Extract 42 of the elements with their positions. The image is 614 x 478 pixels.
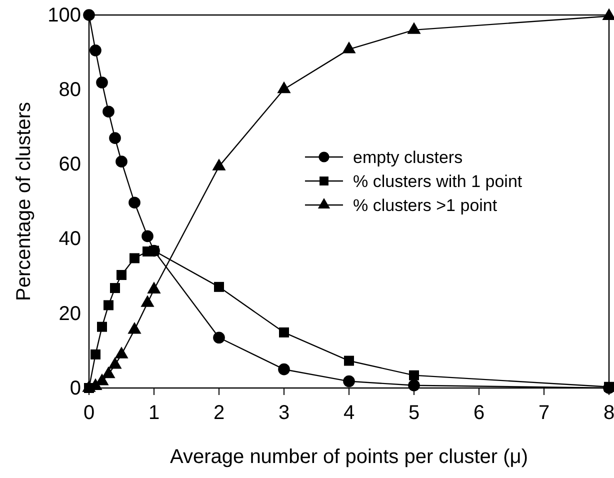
y-tick-label: 20 xyxy=(58,302,81,325)
point xyxy=(142,230,154,242)
point xyxy=(279,327,289,338)
y-tick-label: 0 xyxy=(70,377,81,400)
x-tick-label: 5 xyxy=(408,402,420,424)
point xyxy=(116,156,128,168)
point xyxy=(102,106,114,118)
x-axis-title: Average number of points per cluster (μ) xyxy=(170,446,528,468)
point xyxy=(96,76,108,88)
x-tick-label: 3 xyxy=(278,402,290,424)
point xyxy=(214,282,224,292)
point xyxy=(104,300,114,310)
x-tick-label: 1 xyxy=(148,402,160,424)
point xyxy=(116,270,126,280)
y-axis-title: Percentage of clusters xyxy=(13,102,35,301)
point xyxy=(408,379,420,392)
x-tick-label: 2 xyxy=(213,402,225,424)
point xyxy=(110,283,120,294)
x-tick-label: 7 xyxy=(538,402,550,424)
x-tick-label: 4 xyxy=(343,402,355,424)
point xyxy=(128,196,140,209)
point xyxy=(343,375,355,388)
point xyxy=(344,356,354,366)
y-tick-label: 60 xyxy=(58,154,81,176)
x-tick-label: 6 xyxy=(473,402,485,424)
point xyxy=(83,9,95,21)
legend-label: % clusters >1 point xyxy=(353,196,498,215)
point xyxy=(213,332,225,344)
legend-label: empty clusters xyxy=(353,148,463,167)
y-tick-label: 100 xyxy=(48,4,81,26)
point xyxy=(90,349,100,360)
legend-label: % clusters with 1 point xyxy=(353,172,522,191)
point xyxy=(130,253,140,264)
y-tick-label: 80 xyxy=(58,79,81,101)
point xyxy=(109,132,121,144)
point xyxy=(97,322,107,332)
point xyxy=(278,363,290,376)
x-tick-label: 8 xyxy=(603,402,614,424)
y-tick-label: 40 xyxy=(58,228,81,250)
x-tick-label: 0 xyxy=(83,402,95,424)
point xyxy=(90,44,102,56)
point xyxy=(409,370,419,380)
